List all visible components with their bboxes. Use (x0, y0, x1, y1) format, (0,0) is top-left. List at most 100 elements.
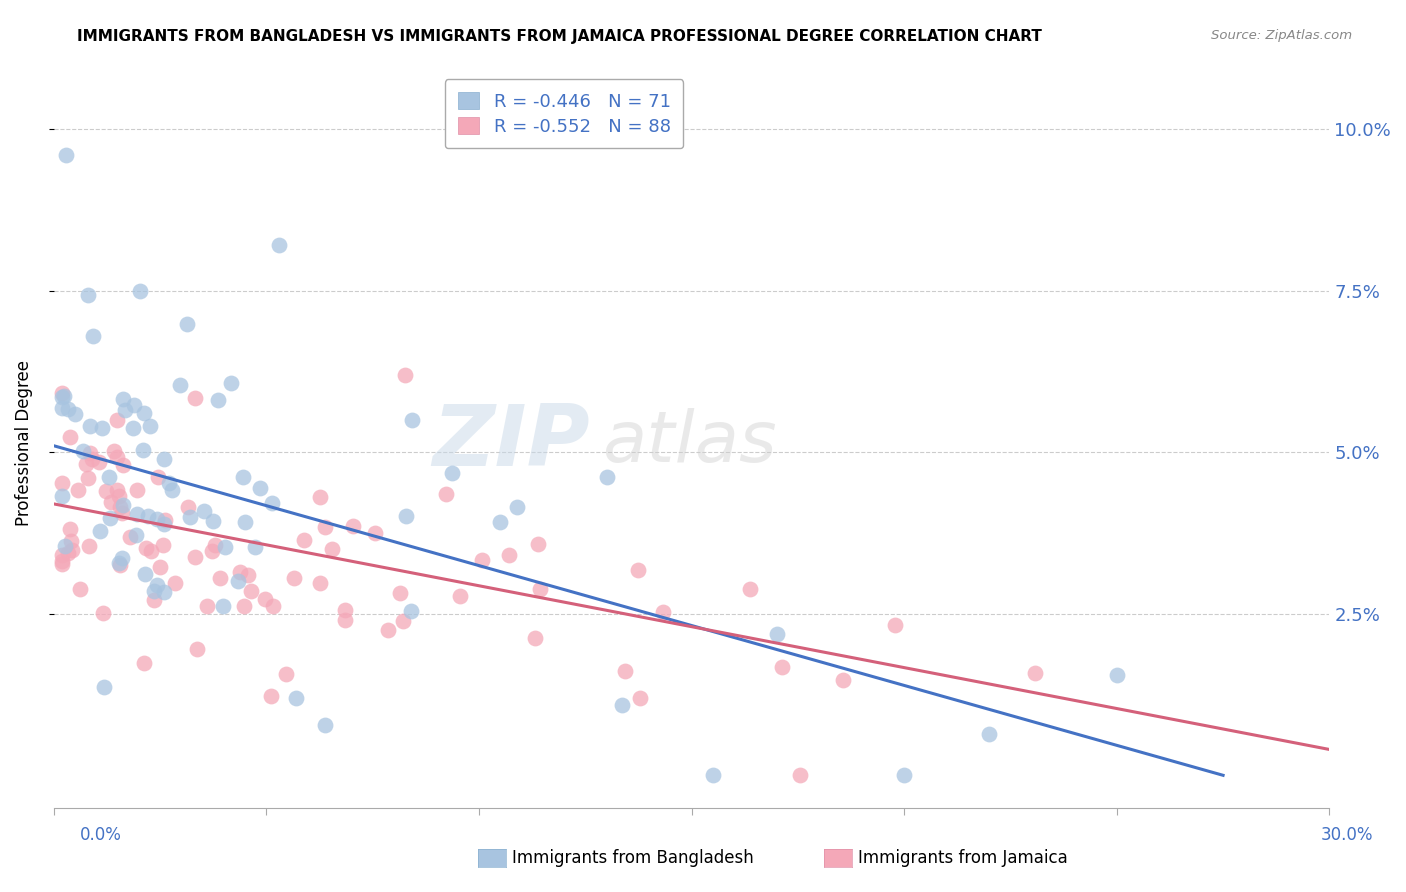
Point (153, 516, 176, 531)
Point (232, 470, 254, 484)
Point (195, 599, 218, 613)
Point (60, 543, 83, 558)
Point (489, 515, 512, 529)
Point (103, 444, 125, 458)
Point (105, 450, 128, 464)
Point (260, 496, 283, 510)
Point (58, 401, 80, 416)
Point (51, 489, 73, 503)
Point (122, 421, 145, 435)
Point (82, 329, 104, 343)
Text: ZIP: ZIP (432, 401, 589, 484)
Point (87, 455, 110, 469)
Point (132, 406, 155, 420)
Point (112, 392, 135, 406)
Point (125, 507, 148, 521)
Point (112, 458, 135, 472)
Point (132, 656, 155, 670)
Point (77, 287, 100, 301)
Point (498, 549, 520, 563)
Point (214, 540, 236, 554)
Text: 30.0%: 30.0% (1320, 826, 1374, 844)
Point (107, 557, 129, 571)
Point (200, 544, 222, 558)
Point (124, 527, 146, 541)
Point (193, 504, 215, 518)
Point (184, 392, 207, 406)
Point (524, 632, 547, 646)
Point (176, 317, 198, 331)
Point (135, 541, 157, 556)
Point (392, 615, 415, 629)
Point (434, 486, 457, 500)
Point (105, 483, 128, 498)
Point (226, 574, 249, 589)
Point (228, 565, 250, 579)
Point (395, 508, 418, 523)
Point (128, 284, 150, 298)
Point (51, 385, 73, 400)
Point (333, 603, 356, 617)
Point (51, 476, 73, 491)
Point (233, 516, 256, 530)
Point (342, 519, 364, 533)
Point (179, 509, 201, 524)
Point (169, 378, 191, 392)
Point (770, 660, 793, 674)
Point (1105, 668, 1128, 682)
Point (765, 627, 787, 641)
Point (139, 419, 162, 434)
Text: Immigrants from Jamaica: Immigrants from Jamaica (858, 849, 1067, 867)
Point (262, 599, 284, 614)
Point (146, 577, 169, 591)
Point (209, 571, 232, 585)
Point (132, 443, 155, 458)
Point (111, 498, 134, 512)
Point (364, 526, 387, 541)
Point (136, 508, 159, 523)
Point (702, 768, 724, 782)
Point (243, 541, 266, 555)
Point (285, 690, 308, 705)
Point (321, 542, 343, 557)
Point (51, 390, 73, 404)
Point (651, 605, 673, 619)
Point (108, 489, 131, 503)
Point (51, 548, 73, 562)
Point (153, 585, 176, 599)
Point (77, 471, 100, 485)
Point (254, 592, 277, 607)
Point (97, 469, 120, 483)
Point (55, 148, 77, 162)
Point (506, 500, 529, 514)
Point (309, 576, 332, 591)
Point (314, 718, 336, 732)
Point (146, 511, 169, 525)
Point (79, 446, 101, 460)
Point (1024, 666, 1046, 681)
Point (309, 490, 332, 504)
Point (157, 475, 180, 490)
Point (60, 534, 83, 549)
Point (51, 558, 73, 572)
Point (152, 538, 174, 552)
Point (831, 673, 853, 688)
Point (184, 550, 207, 565)
Point (884, 618, 907, 632)
Point (149, 560, 172, 574)
Point (58, 522, 80, 536)
Point (108, 500, 131, 514)
Point (72, 444, 94, 458)
Point (233, 599, 256, 614)
Point (260, 689, 283, 703)
Point (63, 407, 86, 421)
Point (388, 586, 411, 600)
Point (450, 589, 472, 603)
Point (111, 507, 134, 521)
Point (292, 533, 315, 548)
Point (276, 667, 298, 681)
Point (202, 514, 225, 528)
Point (90, 421, 112, 435)
Point (93, 606, 115, 620)
Text: Immigrants from Bangladesh: Immigrants from Bangladesh (512, 849, 754, 867)
